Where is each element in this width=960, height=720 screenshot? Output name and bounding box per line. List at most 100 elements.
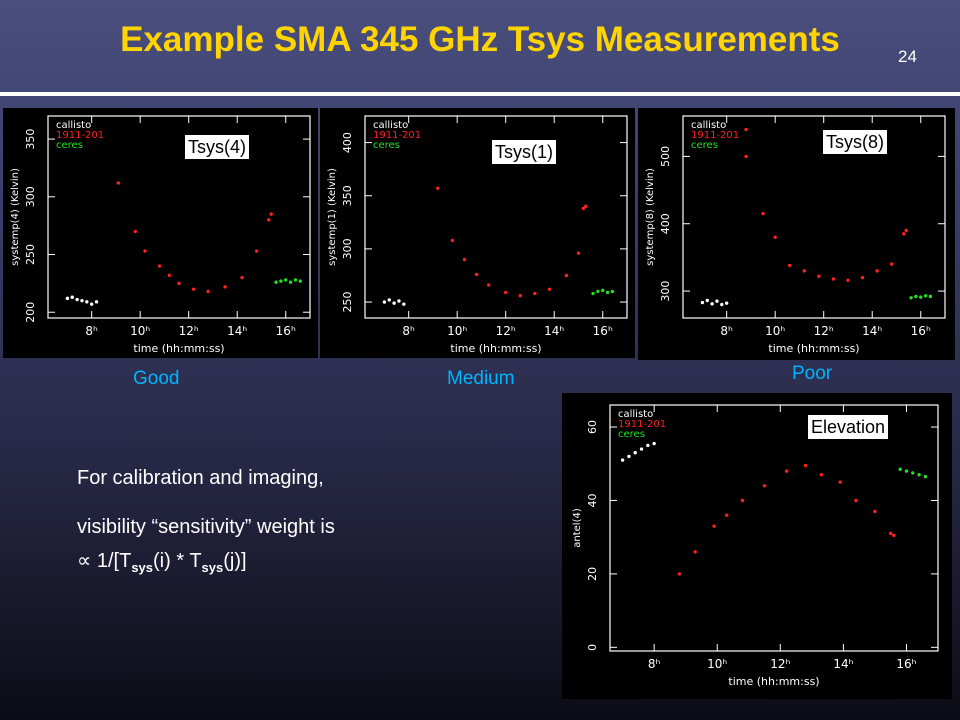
- legend-entry: callisto: [56, 120, 91, 131]
- slide-number: 24: [898, 47, 917, 66]
- data-point-ceres: [601, 288, 605, 293]
- data-point-ceres: [898, 467, 902, 471]
- legend-entry: ceres: [691, 140, 718, 151]
- plot-frame: [364, 115, 628, 319]
- data-point-ceres: [923, 294, 928, 298]
- x-tick-label: 10ʰ: [707, 657, 727, 671]
- data-point-callisto: [402, 302, 406, 306]
- data-point-callisto: [700, 300, 705, 305]
- calibration-text-line1: For calibration and imaging,: [77, 467, 324, 489]
- x-tick-label: 12ʰ: [179, 324, 199, 338]
- data-point-1911-201: [784, 469, 789, 473]
- x-tick-label: 16ʰ: [593, 324, 613, 338]
- calibration-text-line2: visibility “sensitivity” weight is: [77, 516, 335, 538]
- data-point-1911-201: [693, 550, 697, 554]
- y-tick-label: 300: [659, 281, 672, 302]
- data-point-1911-201: [533, 291, 537, 296]
- data-point-1911-201: [762, 484, 767, 488]
- data-point-callisto: [710, 302, 714, 306]
- data-point-ceres: [596, 289, 600, 294]
- elevation-title: Elevation: [808, 415, 889, 439]
- data-point-callisto: [85, 300, 89, 304]
- data-point-1911-201: [436, 186, 440, 190]
- x-tick-label: 16ʰ: [911, 324, 931, 338]
- data-point-1911-201: [744, 127, 748, 132]
- legend-entry: ceres: [373, 140, 400, 151]
- proportional-symbol: ∝: [77, 550, 92, 572]
- data-point-1911-201: [581, 206, 586, 211]
- data-point-ceres: [923, 474, 928, 479]
- formula-sub-1: sys: [131, 560, 154, 575]
- data-point-1911-201: [677, 572, 682, 576]
- data-point-1911-201: [744, 154, 748, 159]
- formula-part-c: (j)]: [223, 550, 247, 572]
- y-axis-label: systemp(1) (Kelvin): [327, 168, 338, 266]
- x-tick-label: 10ʰ: [447, 324, 467, 338]
- data-point-1911-201: [462, 257, 467, 262]
- data-point-1911-201: [902, 232, 906, 236]
- formula-part-b: (i) * T: [153, 550, 202, 572]
- data-point-1911-201: [206, 289, 210, 294]
- data-point-ceres: [279, 279, 283, 283]
- data-point-1911-201: [817, 274, 821, 278]
- data-point-1911-201: [254, 249, 259, 253]
- data-point-ceres: [284, 278, 288, 282]
- data-point-callisto: [70, 295, 74, 299]
- y-tick-label: 400: [659, 213, 672, 234]
- data-point-callisto: [387, 298, 391, 302]
- y-axis-label: antel(4): [572, 508, 583, 548]
- x-tick-label: 14ʰ: [862, 324, 882, 338]
- x-tick-label: 8ʰ: [402, 324, 415, 338]
- data-point-1911-201: [157, 264, 162, 268]
- weight-formula: ∝ 1/[Tsys(i) * Tsys(j)]: [77, 548, 247, 575]
- x-tick-label: 14ʰ: [544, 324, 564, 338]
- data-point-ceres: [293, 278, 298, 282]
- legend-entry: ceres: [56, 140, 83, 151]
- data-point-ceres: [911, 471, 915, 475]
- title-divider: [0, 92, 960, 96]
- y-axis-label: systemp(8) (Kelvin): [645, 168, 656, 266]
- y-tick-label: 300: [24, 186, 37, 207]
- data-point-ceres: [610, 289, 615, 294]
- data-point-1911-201: [892, 533, 896, 538]
- data-point-1911-201: [889, 262, 894, 266]
- y-axis-label: systemp(4) (Kelvin): [10, 168, 21, 266]
- x-tick-label: 12ʰ: [814, 324, 834, 338]
- x-tick-label: 12ʰ: [496, 324, 516, 338]
- data-point-callisto: [75, 297, 79, 302]
- x-tick-label: 12ʰ: [770, 657, 790, 671]
- data-point-1911-201: [773, 235, 777, 239]
- data-point-callisto: [724, 301, 729, 305]
- y-tick-label: 200: [24, 302, 37, 323]
- data-point-ceres: [914, 294, 918, 299]
- data-point-1911-201: [873, 509, 877, 514]
- x-tick-label: 10ʰ: [765, 324, 785, 338]
- legend-entry: callisto: [373, 120, 408, 131]
- data-point-callisto: [715, 299, 719, 303]
- data-point-1911-201: [712, 524, 716, 528]
- data-point-1911-201: [888, 531, 893, 536]
- data-point-1911-201: [547, 287, 552, 291]
- data-point-1911-201: [177, 281, 181, 286]
- data-point-callisto: [639, 447, 644, 451]
- x-tick-label: 16ʰ: [896, 657, 916, 671]
- data-point-1911-201: [143, 249, 147, 253]
- slide-title: Example SMA 345 GHz Tsys Measurements: [120, 20, 840, 59]
- good-label: Good: [133, 368, 180, 389]
- plot-frame: [47, 115, 311, 319]
- x-axis-label: time (hh:mm:ss): [728, 675, 819, 688]
- legend-entry: 1911-201: [373, 130, 421, 141]
- tsys8-chart: 8ʰ 10ʰ 12ʰ 14ʰ 16ʰ 300 400 500 time (hh:mm:ss) sy…: [645, 115, 946, 355]
- data-point-1911-201: [819, 473, 824, 477]
- tsys1-plot: 8ʰ 10ʰ 12ʰ 14ʰ 16ʰ 250 300 350 400 time (hh:mm:ss…: [320, 108, 635, 358]
- data-point-callisto: [94, 300, 99, 304]
- data-point-callisto: [620, 458, 625, 462]
- elevation-plot: 8ʰ 10ʰ 12ʰ 14ʰ 16ʰ 0 20 40 60 time (hh:mm:ss) ante…: [562, 393, 952, 699]
- data-point-1911-201: [267, 218, 271, 222]
- data-point-callisto: [646, 443, 650, 448]
- data-point-1911-201: [518, 293, 522, 298]
- data-point-1911-201: [504, 290, 508, 295]
- data-point-1911-201: [487, 283, 491, 287]
- tsys1-title: Tsys(1): [492, 140, 556, 164]
- legend-entry: ceres: [618, 429, 645, 440]
